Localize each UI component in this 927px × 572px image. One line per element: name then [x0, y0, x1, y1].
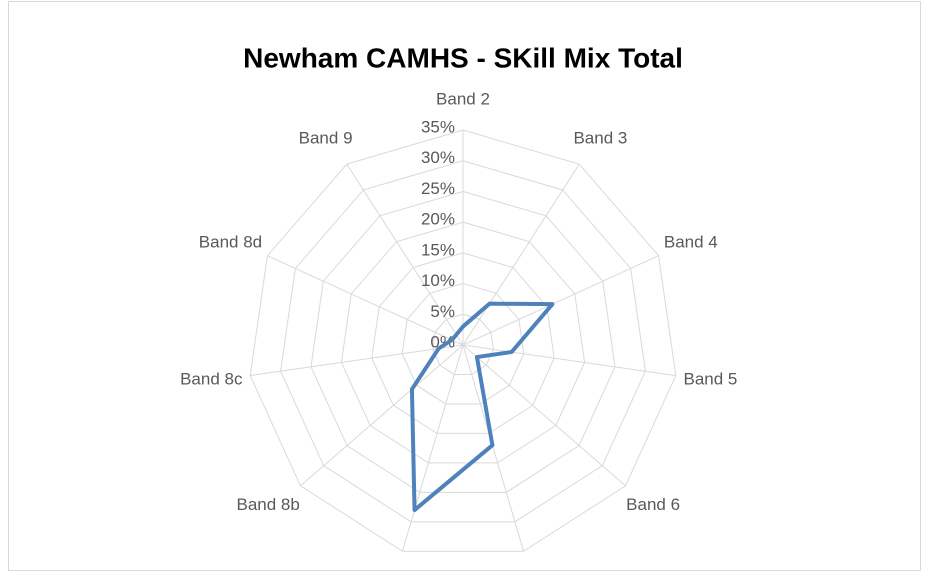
grid-ring	[432, 313, 494, 375]
chart-border	[8, 1, 921, 571]
category-label: Band 6	[626, 495, 680, 514]
radial-axis	[267, 255, 464, 346]
grid-ring	[401, 283, 525, 405]
r-tick-label: 0%	[430, 332, 455, 351]
category-label: Band 2	[436, 89, 490, 108]
category-label: Band 3	[573, 128, 627, 147]
radial-axis	[300, 344, 464, 487]
radial-axis	[462, 163, 580, 346]
category-label: Band 8d	[199, 233, 262, 252]
r-tick-label: 10%	[421, 271, 455, 290]
category-label: Band 7	[510, 570, 564, 572]
category-label: Band 8c	[180, 369, 243, 388]
r-tick-label: 35%	[421, 117, 455, 136]
grid-ring	[280, 160, 646, 523]
grid-ring	[340, 221, 586, 464]
r-tick-label: 15%	[421, 240, 455, 259]
category-label: Band 4	[664, 233, 718, 252]
radial-axis	[250, 344, 464, 377]
r-tick-label: 25%	[421, 179, 455, 198]
r-tick-label: 30%	[421, 148, 455, 167]
grid-ring	[371, 252, 555, 434]
grid-ring	[249, 129, 677, 552]
category-label: Band 9	[299, 128, 353, 147]
grid-ring	[310, 190, 616, 493]
r-tick-label: 5%	[430, 302, 455, 321]
radial-axis	[401, 344, 464, 552]
category-label: Band 8a	[353, 570, 417, 572]
radial-axis	[462, 344, 525, 552]
radial-axis	[462, 255, 659, 346]
category-label: Band 8b	[236, 495, 299, 514]
category-label: Band 5	[684, 369, 738, 388]
series-line	[409, 301, 555, 513]
radial-axis	[346, 163, 464, 346]
r-tick-label: 20%	[421, 210, 455, 229]
radial-axis	[462, 344, 626, 487]
chart-title: Newham CAMHS - SKill Mix Total	[243, 42, 683, 73]
radial-axis	[462, 344, 676, 377]
